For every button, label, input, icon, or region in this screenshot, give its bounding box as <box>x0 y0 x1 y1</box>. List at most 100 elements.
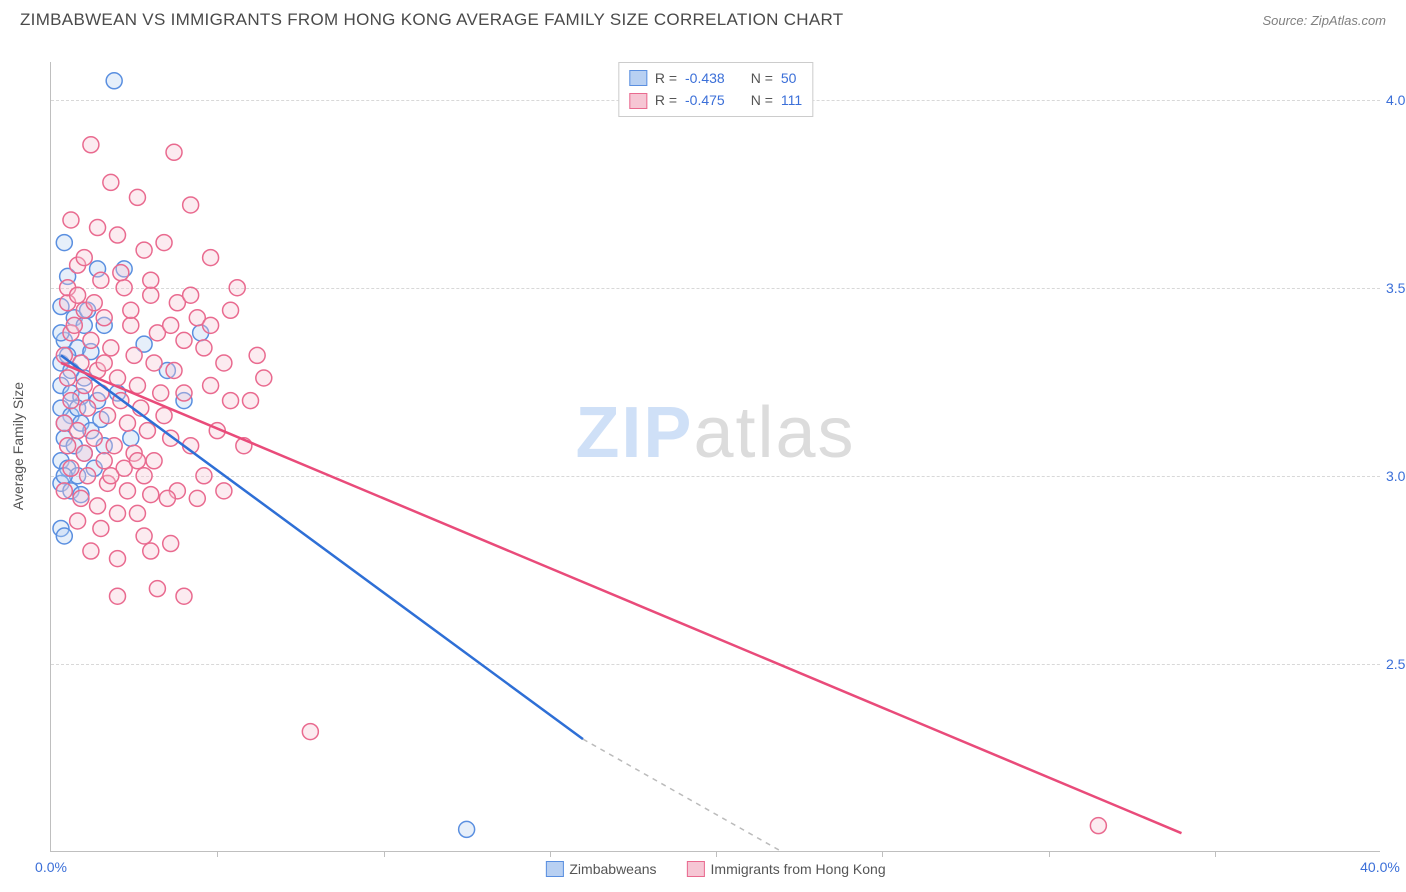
data-point <box>113 265 129 281</box>
data-point <box>76 378 92 394</box>
data-point <box>139 423 155 439</box>
data-point <box>166 144 182 160</box>
data-point <box>129 189 145 205</box>
data-point <box>229 280 245 296</box>
data-point <box>126 347 142 363</box>
data-point <box>96 310 112 326</box>
data-point <box>1090 818 1106 834</box>
data-point <box>176 385 192 401</box>
data-point <box>80 400 96 416</box>
data-point <box>459 821 475 837</box>
regression-line <box>61 363 1182 833</box>
data-point <box>56 235 72 251</box>
data-point <box>106 73 122 89</box>
data-point <box>183 197 199 213</box>
data-point <box>83 137 99 153</box>
data-point <box>70 513 86 529</box>
source-label: Source: ZipAtlas.com <box>1262 13 1386 28</box>
bottom-legend: Zimbabweans Immigrants from Hong Kong <box>545 861 885 877</box>
data-point <box>216 355 232 371</box>
data-point <box>73 490 89 506</box>
data-point <box>256 370 272 386</box>
data-point <box>223 302 239 318</box>
data-point <box>156 235 172 251</box>
data-point <box>166 362 182 378</box>
data-point <box>196 340 212 356</box>
plot-svg <box>51 62 1380 851</box>
data-point <box>96 355 112 371</box>
data-point <box>176 332 192 348</box>
legend-swatch-2 <box>687 861 705 877</box>
data-point <box>90 220 106 236</box>
data-point <box>149 581 165 597</box>
data-point <box>189 490 205 506</box>
data-point <box>143 272 159 288</box>
data-point <box>80 468 96 484</box>
data-point <box>83 543 99 559</box>
legend-label-1: Zimbabweans <box>569 861 656 877</box>
data-point <box>56 528 72 544</box>
data-point <box>86 295 102 311</box>
data-point <box>103 340 119 356</box>
data-point <box>110 505 126 521</box>
x-tick-min: 0.0% <box>35 859 67 875</box>
data-point <box>243 393 259 409</box>
data-point <box>136 242 152 258</box>
regression-line <box>61 355 583 739</box>
data-point <box>302 724 318 740</box>
data-point <box>196 468 212 484</box>
data-point <box>223 393 239 409</box>
data-point <box>146 355 162 371</box>
data-point <box>70 287 86 303</box>
y-tick-label: 3.00 <box>1386 468 1406 484</box>
legend-item-2: Immigrants from Hong Kong <box>687 861 886 877</box>
data-point <box>163 536 179 552</box>
data-point <box>63 393 79 409</box>
data-point <box>183 287 199 303</box>
data-point <box>103 174 119 190</box>
data-point <box>163 317 179 333</box>
data-point <box>76 250 92 266</box>
data-point <box>203 378 219 394</box>
data-point <box>176 588 192 604</box>
data-point <box>143 287 159 303</box>
regression-line-dashed <box>583 739 783 852</box>
data-point <box>90 498 106 514</box>
data-point <box>123 430 139 446</box>
data-point <box>146 453 162 469</box>
data-point <box>143 543 159 559</box>
data-point <box>93 520 109 536</box>
data-point <box>106 438 122 454</box>
x-tick-max: 40.0% <box>1360 859 1400 875</box>
y-tick-label: 4.00 <box>1386 92 1406 108</box>
data-point <box>86 430 102 446</box>
chart-area: ZIPatlas 2.503.003.504.00 R = -0.438 N =… <box>50 62 1380 852</box>
data-point <box>66 317 82 333</box>
data-point <box>153 385 169 401</box>
data-point <box>123 302 139 318</box>
data-point <box>129 378 145 394</box>
data-point <box>123 317 139 333</box>
data-point <box>63 212 79 228</box>
data-point <box>203 317 219 333</box>
data-point <box>129 453 145 469</box>
data-point <box>60 370 76 386</box>
data-point <box>119 415 135 431</box>
data-point <box>136 468 152 484</box>
chart-title: ZIMBABWEAN VS IMMIGRANTS FROM HONG KONG … <box>20 10 843 30</box>
data-point <box>70 423 86 439</box>
data-point <box>203 250 219 266</box>
data-point <box>249 347 265 363</box>
data-point <box>110 227 126 243</box>
legend-label-2: Immigrants from Hong Kong <box>711 861 886 877</box>
data-point <box>83 332 99 348</box>
data-point <box>156 408 172 424</box>
data-point <box>136 528 152 544</box>
data-point <box>159 490 175 506</box>
y-tick-label: 3.50 <box>1386 280 1406 296</box>
data-point <box>216 483 232 499</box>
data-point <box>93 272 109 288</box>
data-point <box>119 483 135 499</box>
data-point <box>129 505 145 521</box>
data-point <box>100 408 116 424</box>
